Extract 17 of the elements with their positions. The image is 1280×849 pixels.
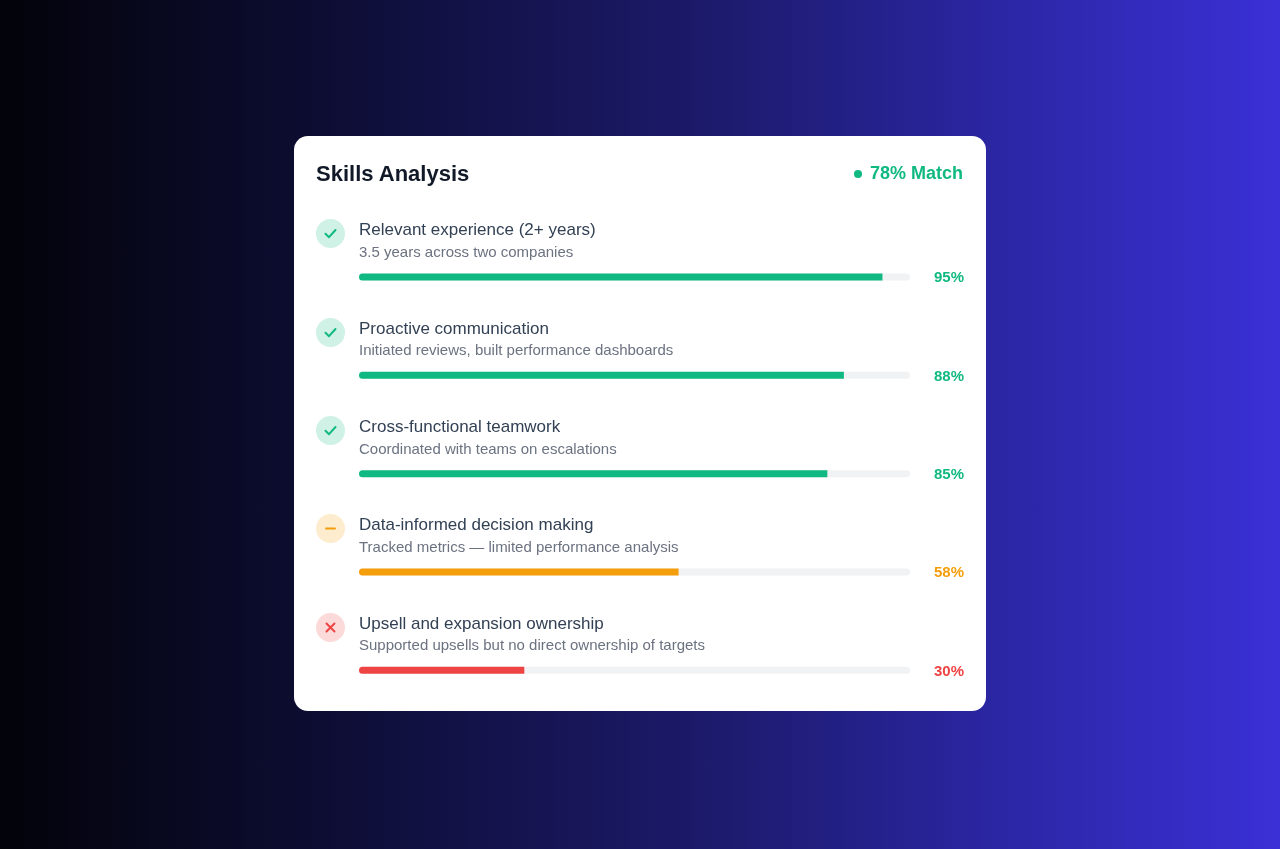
- annotation: Supported upsells but no direct ownership of targets: [359, 636, 706, 654]
- y-tick-label: Proactive communication: [359, 318, 549, 338]
- y-tick-label: Cross-functional teamwork: [359, 417, 561, 437]
- data-label: 85%: [933, 465, 964, 483]
- data-label: 95%: [933, 268, 964, 286]
- chart-subtitle: 78% Match: [869, 163, 964, 183]
- annotation: 3.5 years across two companies: [359, 242, 574, 260]
- data-label: 30%: [933, 661, 964, 679]
- y-tick-label: Data-informed decision making: [359, 515, 594, 535]
- y-tick-label: Relevant experience (2+ years): [359, 220, 596, 240]
- data-label: 88%: [933, 366, 964, 384]
- chart-title: Skills Analysis: [316, 160, 470, 186]
- annotation: Initiated reviews, built performance dashboards: [359, 341, 674, 359]
- y-tick-label: Upsell and expansion ownership: [359, 613, 604, 633]
- annotation: Coordinated with teams on escalations: [359, 439, 617, 457]
- data-label: 58%: [933, 563, 964, 581]
- annotation: Tracked metrics — limited performance analysis: [359, 537, 679, 555]
